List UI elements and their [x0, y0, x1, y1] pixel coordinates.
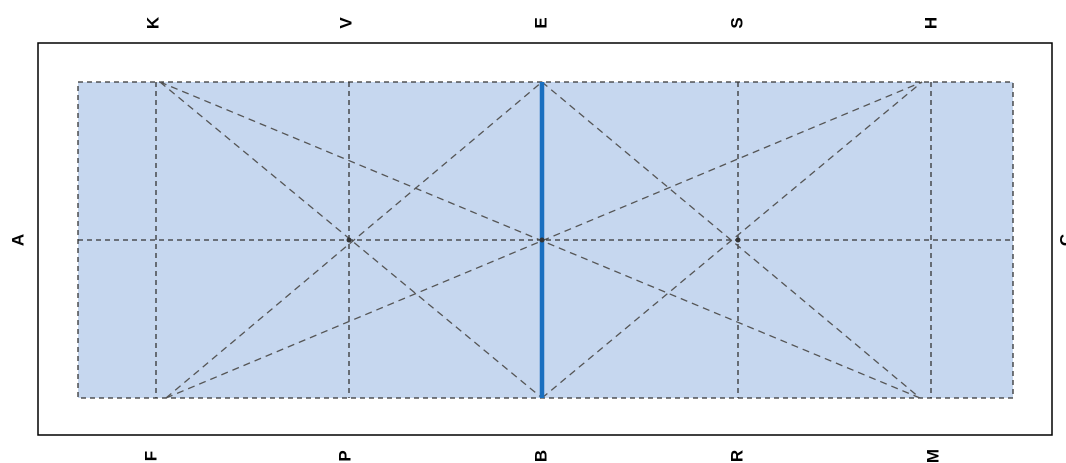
letter-a: A [9, 234, 28, 246]
letter-m: M [924, 449, 943, 463]
letter-f: F [142, 451, 161, 461]
letter-r: R [728, 450, 747, 462]
diagonal-f-e [165, 81, 543, 399]
intersection-points [346, 237, 741, 243]
diagonal-b-h [541, 81, 923, 399]
diagonal-k-b [159, 81, 543, 399]
letter-v: V [337, 17, 356, 29]
letter-p: P [336, 450, 355, 461]
letter-c: C [1057, 234, 1066, 246]
intersection-point-s-r [735, 237, 741, 243]
intersection-point-centre [539, 237, 545, 243]
letter-h: H [922, 17, 941, 29]
arena-outer-border [37, 42, 1053, 436]
letter-k: K [144, 16, 163, 29]
letter-s: S [728, 17, 747, 28]
letter-b: B [532, 450, 551, 462]
letter-e: E [532, 17, 551, 28]
intersection-point-v-p [346, 237, 352, 243]
